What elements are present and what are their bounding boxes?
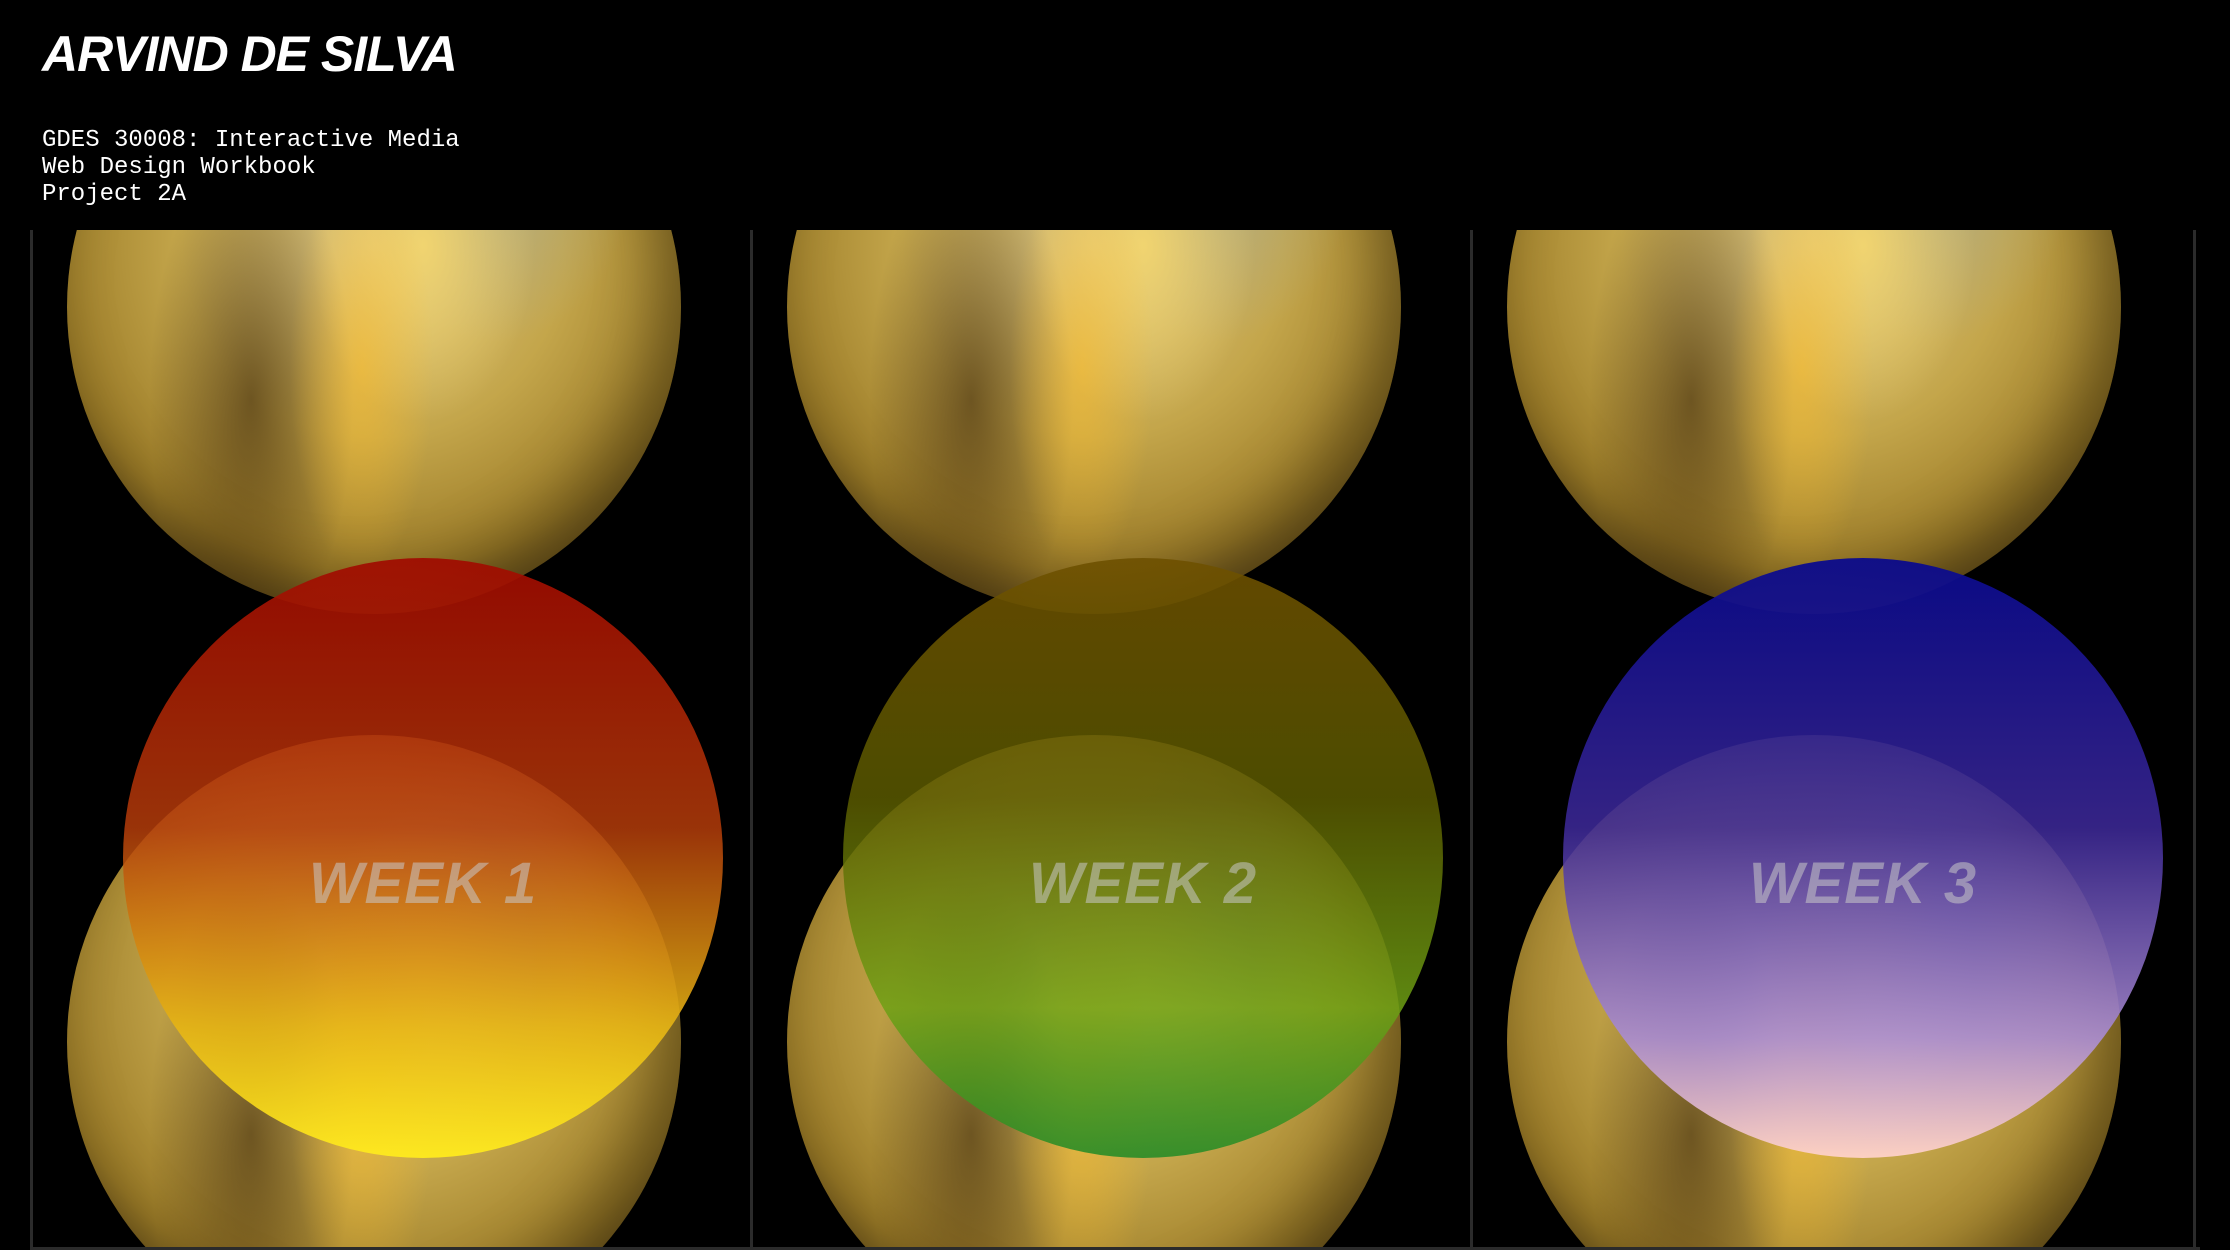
bottom-divider: [30, 1247, 2200, 1250]
project-name: Project 2A: [42, 180, 187, 208]
week-panel-1: WEEK 1: [30, 230, 750, 1250]
course-code: GDES 30008: Interactive Media: [42, 126, 460, 154]
week-3-link[interactable]: WEEK 3: [1563, 558, 2163, 1158]
week-panel-2: WEEK 2: [750, 230, 1470, 1250]
page-header: ARVIND DE SILVA GDES 30008: Interactive …: [42, 26, 460, 208]
week-label: WEEK 2: [1028, 851, 1258, 916]
week-label: WEEK 3: [1748, 851, 1978, 916]
week-2-link[interactable]: WEEK 2: [843, 558, 1443, 1158]
week-label: WEEK 1: [308, 851, 538, 916]
week-1-link[interactable]: WEEK 1: [123, 558, 723, 1158]
gold-orb-image: [787, 230, 1401, 614]
gold-orb-image: [67, 230, 681, 614]
gold-orb-image: [1507, 230, 2121, 614]
site-title[interactable]: ARVIND DE SILVA: [42, 26, 458, 82]
week-panel-3: WEEK 3: [1470, 230, 2196, 1250]
week-panels: WEEK 1 WEEK 2 WEEK 3: [30, 230, 2196, 1250]
course-info: GDES 30008: Interactive Media Web Design…: [42, 127, 460, 208]
workbook-name: Web Design Workbook: [42, 153, 316, 181]
